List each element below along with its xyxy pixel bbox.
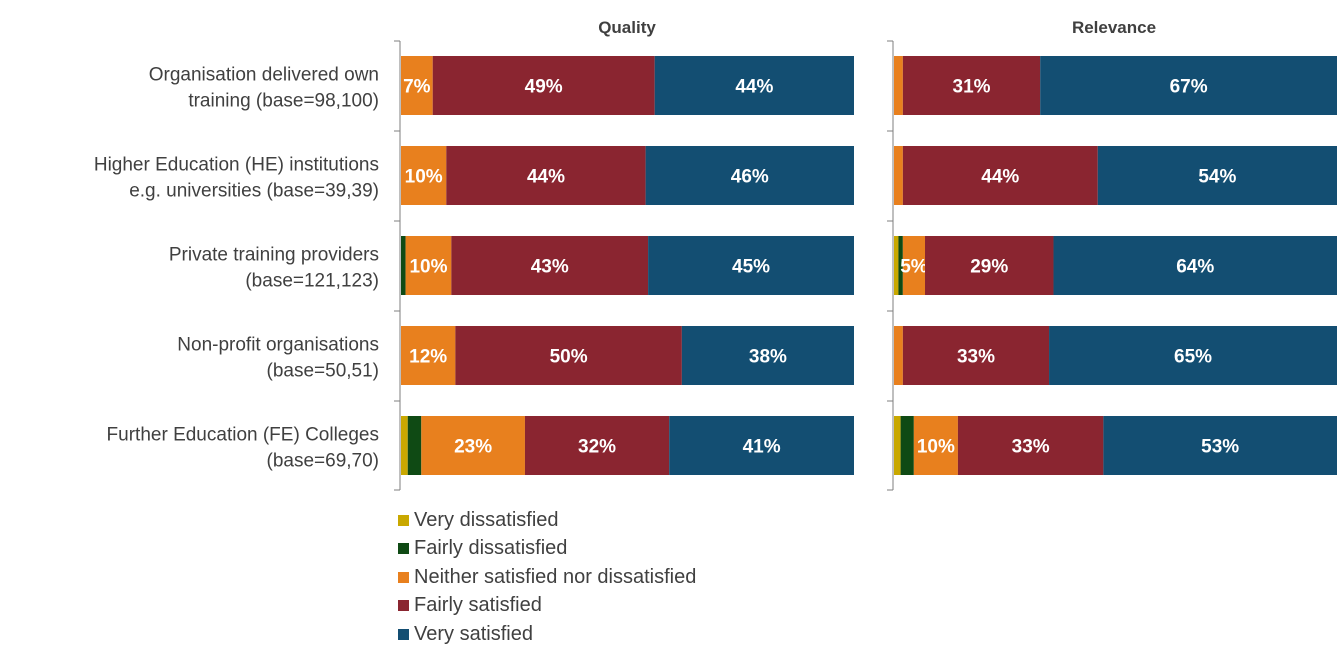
bar-segment-1-4-3 bbox=[957, 416, 1104, 475]
bar-segment-1-2-3 bbox=[925, 236, 1054, 295]
data-label: 54% bbox=[1198, 167, 1236, 188]
data-label: 41% bbox=[743, 437, 781, 458]
bar-segment-0-4-4 bbox=[669, 416, 854, 475]
data-label: 5% bbox=[900, 257, 928, 278]
bar-segment-1-2-2 bbox=[902, 236, 926, 295]
legend-swatch bbox=[398, 543, 409, 555]
category-label: Private training providers (base=121,123) bbox=[169, 245, 379, 292]
bar-segment-0-0-4 bbox=[654, 56, 854, 115]
bar-segment-0-4-3 bbox=[524, 416, 670, 475]
data-label: 32% bbox=[578, 437, 616, 458]
data-label: 10% bbox=[405, 167, 443, 188]
bar-segment-1-4-2 bbox=[913, 416, 958, 475]
data-label: 45% bbox=[732, 257, 770, 278]
data-label: 44% bbox=[735, 77, 773, 98]
legend-swatch bbox=[398, 571, 409, 583]
data-label: 43% bbox=[531, 257, 569, 278]
category-label-line: Private training providers bbox=[169, 245, 379, 266]
data-label: 10% bbox=[917, 437, 955, 458]
category-label-line: Non-profit organisations bbox=[177, 335, 379, 356]
legend-label: Fairly satisfied bbox=[414, 594, 542, 617]
data-label: 31% bbox=[953, 77, 991, 98]
bar-segment-0-0-2 bbox=[401, 56, 433, 115]
data-label: 44% bbox=[527, 167, 565, 188]
bar-segment-0-1-3 bbox=[446, 146, 646, 205]
category-label: Non-profit organisations (base=50,51) bbox=[177, 335, 379, 382]
bar-segment-0-4-1 bbox=[407, 416, 422, 475]
category-label-line: e.g. universities (base=39,39) bbox=[129, 181, 379, 202]
bar-segment-0-3-3 bbox=[455, 326, 682, 385]
legend-item: Fairly dissatisfied bbox=[398, 535, 696, 564]
panel-title-1: Relevance bbox=[1072, 18, 1156, 37]
bar-segment-1-1-4 bbox=[1097, 146, 1337, 205]
legend-item: Very dissatisfied bbox=[398, 506, 696, 535]
data-label: 46% bbox=[731, 167, 769, 188]
category-label: Further Education (FE) Colleges (base=69,… bbox=[107, 425, 379, 472]
legend-swatch bbox=[398, 628, 409, 640]
data-label: 10% bbox=[409, 257, 447, 278]
bar-segment-1-4-1 bbox=[900, 416, 914, 475]
category-label-line: Organisation delivered own bbox=[149, 65, 379, 86]
legend-item: Fairly satisfied bbox=[398, 592, 696, 621]
legend-label: Very satisfied bbox=[414, 622, 533, 645]
category-label-line: (base=50,51) bbox=[267, 361, 380, 382]
legend: Very dissatisfied Fairly dissatisfied Neit… bbox=[398, 506, 696, 649]
bar-segment-0-3-4 bbox=[681, 326, 854, 385]
bar-segment-1-2-0 bbox=[894, 236, 899, 295]
bar-segment-1-4-4 bbox=[1103, 416, 1337, 475]
bar-segment-0-2-2 bbox=[405, 236, 452, 295]
data-label: 44% bbox=[981, 167, 1019, 188]
bar-segment-1-0-2 bbox=[894, 56, 903, 115]
category-label-line: (base=69,70) bbox=[267, 451, 380, 472]
bar-segment-1-0-3 bbox=[902, 56, 1041, 115]
legend-label: Fairly dissatisfied bbox=[414, 537, 568, 560]
panel-title-0: Quality bbox=[598, 18, 656, 37]
legend-label: Very dissatisfied bbox=[414, 508, 559, 531]
legend-item: Very satisfied bbox=[398, 620, 696, 649]
bar-segment-0-4-0 bbox=[401, 416, 408, 475]
bar-segment-0-2-3 bbox=[451, 236, 649, 295]
legend-swatch bbox=[398, 600, 409, 612]
bar-segment-0-2-1 bbox=[401, 236, 406, 295]
data-label: 38% bbox=[749, 347, 787, 368]
data-label: 12% bbox=[409, 347, 447, 368]
bar-segment-1-2-1 bbox=[898, 236, 903, 295]
data-label: 64% bbox=[1176, 257, 1214, 278]
category-label-line: (base=121,123) bbox=[245, 271, 379, 292]
data-label: 7% bbox=[403, 77, 431, 98]
bar-segment-0-3-2 bbox=[401, 326, 456, 385]
data-label: 23% bbox=[454, 437, 492, 458]
data-label: 67% bbox=[1170, 77, 1208, 98]
bar-segment-1-1-2 bbox=[894, 146, 903, 205]
legend-swatch bbox=[398, 514, 409, 526]
bar-segment-0-1-4 bbox=[645, 146, 854, 205]
data-label: 49% bbox=[525, 77, 563, 98]
data-label: 33% bbox=[1012, 437, 1050, 458]
bar-segment-1-3-4 bbox=[1049, 326, 1337, 385]
data-label: 33% bbox=[957, 347, 995, 368]
legend-label: Neither satisfied nor dissatisfied bbox=[414, 565, 697, 588]
category-label-line: training (base=98,100) bbox=[188, 91, 379, 112]
category-label-line: Higher Education (HE) institutions bbox=[94, 155, 379, 176]
bar-segment-0-0-3 bbox=[432, 56, 655, 115]
bar-segment-1-3-2 bbox=[894, 326, 903, 385]
data-label: 65% bbox=[1174, 347, 1212, 368]
bar-segment-1-2-4 bbox=[1053, 236, 1337, 295]
category-label: Higher Education (HE) institutions e.g. u… bbox=[94, 155, 379, 202]
category-label-line: Further Education (FE) Colleges bbox=[107, 425, 379, 446]
bar-segment-1-4-0 bbox=[894, 416, 901, 475]
bar-segment-1-0-4 bbox=[1040, 56, 1337, 115]
bar-segment-1-1-3 bbox=[902, 146, 1098, 205]
data-label: 50% bbox=[550, 347, 588, 368]
category-label: Organisation delivered own training (base… bbox=[149, 65, 379, 112]
bar-segment-1-3-3 bbox=[902, 326, 1050, 385]
data-label: 53% bbox=[1201, 437, 1239, 458]
bar-segment-0-2-4 bbox=[648, 236, 854, 295]
data-label: 29% bbox=[970, 257, 1008, 278]
legend-item: Neither satisfied nor dissatisfied bbox=[398, 563, 696, 592]
bar-segment-0-4-2 bbox=[421, 416, 525, 475]
bar-segment-0-1-2 bbox=[401, 146, 447, 205]
